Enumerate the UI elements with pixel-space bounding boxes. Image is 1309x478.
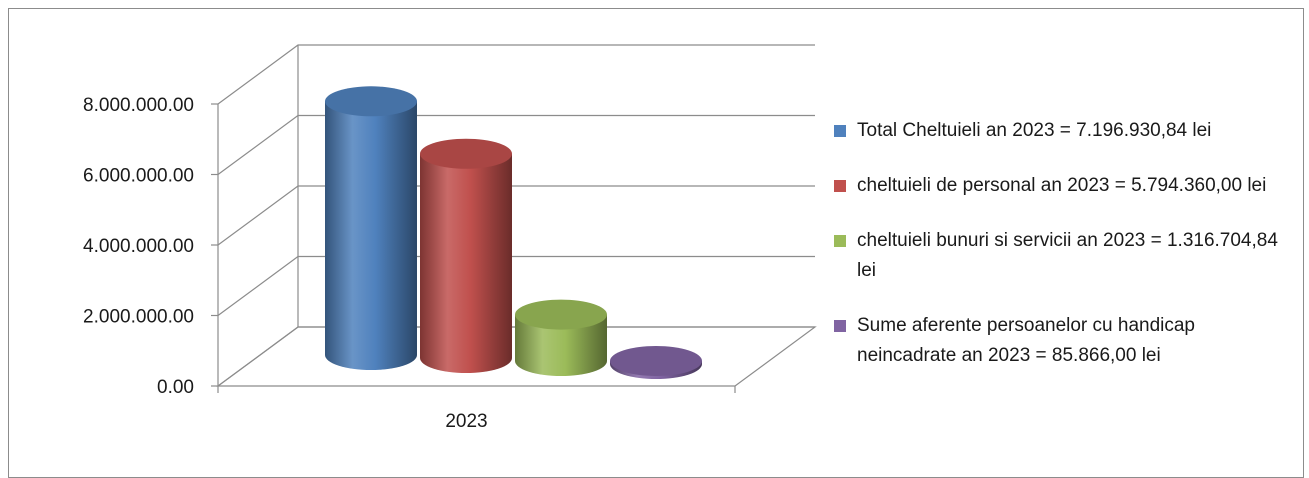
bar [610,345,702,379]
bar-top [610,345,702,376]
legend-swatch [834,125,846,137]
bar-top [325,86,417,117]
y-tick-label: 4.000.000.00 [83,236,194,257]
bar-top [515,299,607,330]
bar [515,299,607,376]
legend-label: Total Cheltuieli an 2023 = 7.196.930,84 … [857,120,1212,141]
chart-frame [8,8,1304,478]
legend-item: Sume aferente persoanelor cu handicap ne… [834,311,1294,371]
gridline [217,114,815,175]
legend-swatch [834,235,846,247]
legend-label: cheltuieli de personal an 2023 = 5.794.3… [857,175,1267,196]
chart-plot: 0.00 2.000.000.00 4.000.000.00 6.000.000.00… [83,44,817,432]
legend-swatch [834,320,846,332]
bar-body [420,153,512,373]
bar-body [325,101,417,370]
legend-swatch [834,180,846,192]
legend-item: Total Cheltuieli an 2023 = 7.196.930,84 … [834,116,1294,146]
bar [420,138,512,373]
legend-label: cheltuieli bunuri si servicii an 2023 = … [857,230,1278,281]
legend-item: cheltuieli de personal an 2023 = 5.794.3… [834,171,1294,201]
y-tick-label: 0.00 [157,377,194,398]
bar-body [515,314,607,376]
gridline [217,255,815,316]
y-tick-label: 2.000.000.00 [83,307,194,328]
bar [325,86,417,370]
y-tick-label: 8.000.000.00 [83,95,194,116]
x-tick-label: 2023 [445,411,487,432]
gridline [217,44,815,105]
legend-label: Sume aferente persoanelor cu handicap ne… [857,315,1196,366]
legend: Total Cheltuieli an 2023 = 7.196.930,84 … [834,116,1294,396]
bar-top [420,138,512,169]
gridline [217,185,815,246]
gridline [217,326,815,387]
legend-item: cheltuieli bunuri si servicii an 2023 = … [834,226,1294,286]
y-tick-label: 6.000.000.00 [83,166,194,187]
